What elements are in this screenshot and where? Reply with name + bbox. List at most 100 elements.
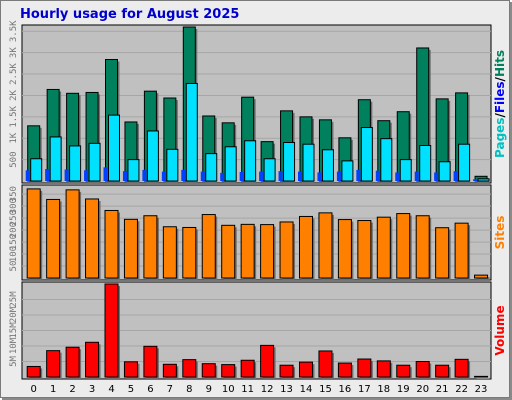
files-bar [380,138,393,182]
chart-title: Hourly usage for August 2025 [20,7,240,22]
pages-bar [122,171,127,181]
volume-ytick-label: 20M [9,306,19,323]
sites-ytick-label: 100 [9,246,19,262]
volume-bar [104,283,119,378]
pages-bar [84,170,89,181]
sites-bar [396,213,411,279]
pages-bar [317,172,322,181]
volume-ytick-label: 15M [9,322,19,339]
pages-bar [356,169,361,181]
sites-bar [143,215,158,279]
sites-bar [182,226,197,279]
sites-bar [435,227,450,279]
pages-bar [395,172,400,181]
pages-bar [336,171,341,181]
sites-bar-shadow [476,277,490,280]
pages-bar [434,172,439,181]
sites-ytick-label: 50 [9,261,19,272]
sites-bar [279,221,294,279]
hits-files-pages-ytick-label: 1.5K [9,105,19,127]
volume-bar [182,359,197,378]
sites-bar [221,224,236,279]
xtick-label: 13 [280,384,293,395]
pages-bar [259,171,264,181]
axis-label-part: / [493,113,507,118]
files-bar [166,148,179,182]
xtick-label: 5 [128,384,134,395]
hits-files-pages-ytick-label: 2K [9,89,19,100]
sites-bar [337,219,352,279]
xtick-label: 7 [167,384,173,395]
xtick-label: 10 [222,384,235,395]
hits-files-pages-axis-label: Pages/Files/Hits [493,50,507,158]
hits-files-pages-ytick-label: 500 [9,151,19,167]
xtick-label: 2 [69,384,75,395]
hits-files-pages-ytick-label: 2.5K [9,63,19,85]
volume-bar [376,360,391,378]
xtick-label: 17 [358,384,371,395]
xtick-label: 12 [261,384,274,395]
files-bar [399,159,412,182]
files-bar [419,144,432,182]
pages-bar [453,171,458,181]
xtick-label: 23 [475,384,488,395]
sites-bar [26,188,41,279]
xtick-label: 15 [319,384,332,395]
xtick-label: 8 [186,384,192,395]
sites-ytick-label: 200 [9,222,19,238]
pages-bar [200,171,205,181]
axis-label-part: Files [493,81,507,113]
files-bar [302,143,315,182]
xtick-label: 19 [397,384,410,395]
sites-bar [123,218,138,279]
sites-bar [240,223,255,279]
volume-bar [357,358,372,378]
volume-bar [454,358,469,378]
pages-bar [103,167,108,181]
sites-bar [415,215,430,279]
volume-bar [26,365,41,378]
sites-bar [318,212,333,279]
files-bar [438,161,451,182]
volume-bar-shadow [476,378,490,379]
sites-bar [104,209,119,279]
axis-label-part: / [493,76,507,81]
sites-bar [162,226,177,279]
xtick-label: 1 [50,384,56,395]
volume-bar [435,364,450,378]
files-bar [360,127,373,182]
sites-bar [65,189,80,279]
sites-ytick-label: 350 [9,186,19,202]
files-bar [341,160,354,182]
xtick-label: 6 [147,384,153,395]
volume-bar [201,363,216,378]
volume-bar [240,359,255,378]
pages-bar [375,170,380,181]
sites-ytick-label: 250 [9,210,19,226]
sites-bar [454,222,469,279]
volume-bar [65,346,80,378]
files-bar [283,142,296,182]
sites-ytick-label: 300 [9,198,19,214]
pages-bar [239,172,244,181]
files-bar [458,143,471,182]
volume-bar [260,344,275,378]
hits-files-pages-ytick-label: 3.5K [9,20,19,42]
xtick-label: 20 [416,384,429,395]
xtick-label: 16 [339,384,352,395]
pages-bar [181,169,186,181]
sites-ytick-label: 150 [9,234,19,250]
volume-axis-label: Volume [493,305,507,355]
files-bar [88,142,101,182]
pages-bar [298,171,302,181]
pages-bar [142,169,147,181]
volume-bar [396,364,411,378]
xtick-label: 14 [300,384,313,395]
xtick-label: 4 [108,384,114,395]
volume-bar [143,345,158,378]
sites-bar [85,198,100,279]
